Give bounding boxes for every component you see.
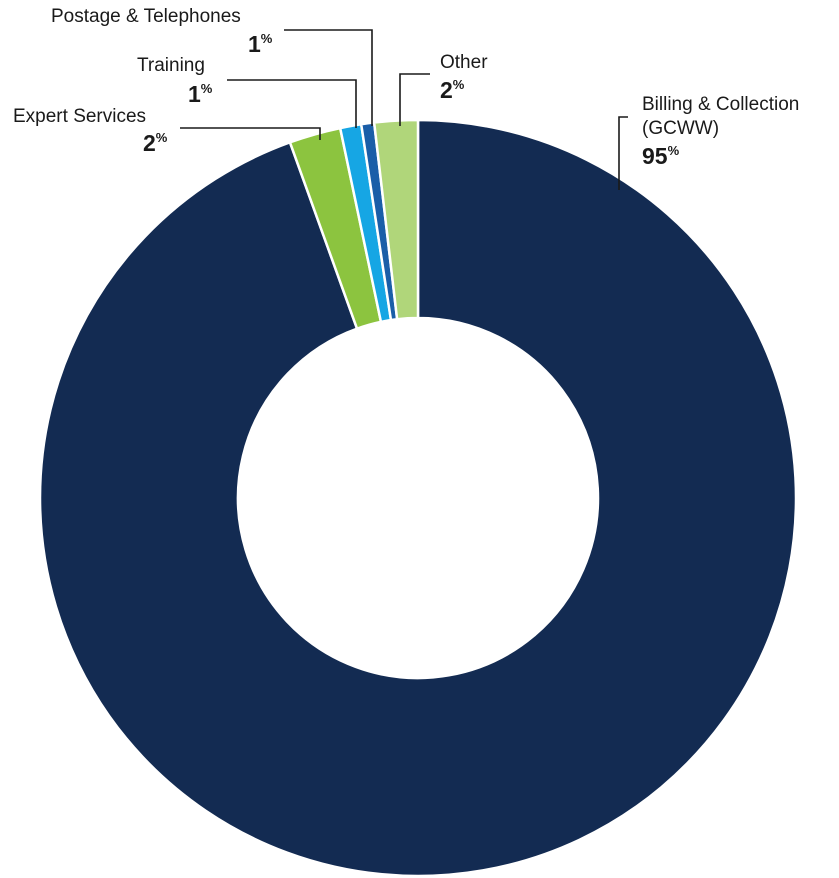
slice-value-postage: 1% <box>248 31 273 57</box>
slice-value-training: 1% <box>188 81 213 107</box>
slice-label-billing-line2: (GCWW) <box>642 118 719 139</box>
slice-value-other: 2% <box>440 77 465 103</box>
slices <box>38 118 798 878</box>
slice-other <box>372 118 420 321</box>
slice-value-expert: 2% <box>143 130 168 156</box>
slice-value-billing: 95% <box>642 143 680 169</box>
slice-billing-collection-gcww <box>38 118 798 878</box>
leader-line-other <box>399 73 430 126</box>
slice-label-postage: Postage & Telephones <box>51 6 241 27</box>
slice-labels: Billing & Collection (GCWW) 95% Expert S… <box>13 6 799 169</box>
leader-line-billing <box>618 116 628 190</box>
slice-label-other: Other <box>440 52 488 73</box>
leader-line-postage <box>284 29 373 126</box>
leader-lines <box>180 29 628 190</box>
slice-label-billing-line1: Billing & Collection <box>642 94 799 115</box>
slice-label-training: Training <box>137 55 205 76</box>
leader-line-expert <box>180 127 321 140</box>
leader-line-training <box>227 79 357 128</box>
slice-label-expert: Expert Services <box>13 106 146 127</box>
